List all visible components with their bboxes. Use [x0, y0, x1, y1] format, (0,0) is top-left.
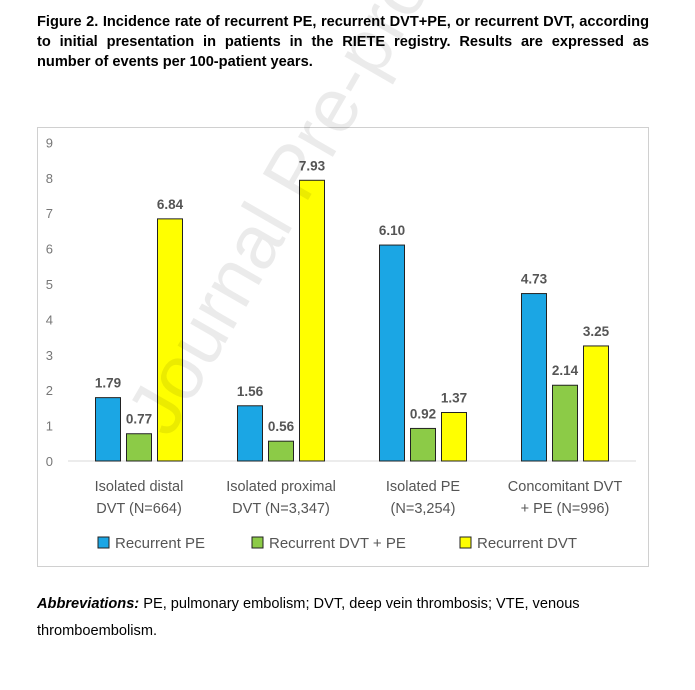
data-label: 1.37: [441, 391, 467, 406]
legend-label: Recurrent PE: [115, 535, 205, 552]
legend-swatch: [97, 536, 110, 549]
bar: [157, 218, 183, 462]
bar: [552, 384, 578, 462]
y-tick-label: 9: [46, 135, 53, 150]
y-tick-label: 5: [46, 277, 53, 292]
x-category-label: (N=3,254): [391, 501, 456, 517]
data-label: 1.79: [95, 376, 121, 391]
x-category-label: Isolated PE: [386, 479, 460, 495]
abbreviations-text: PE, pulmonary embolism; DVT, deep vein t…: [37, 596, 580, 639]
y-tick-label: 2: [46, 383, 53, 398]
bar: [583, 345, 609, 462]
legend-label: Recurrent DVT + PE: [269, 535, 406, 552]
y-tick-label: 8: [46, 171, 53, 186]
x-category-label: DVT (N=664): [96, 501, 182, 517]
legend-label: Recurrent DVT: [477, 535, 577, 552]
bar: [237, 405, 263, 462]
y-tick-label: 7: [46, 206, 53, 221]
data-label: 7.93: [299, 158, 326, 173]
bar: [521, 293, 547, 462]
bar: [379, 244, 405, 462]
data-label: 0.56: [268, 419, 295, 434]
y-tick-label: 6: [46, 242, 53, 257]
bar: [95, 397, 121, 462]
data-label: 0.77: [126, 412, 152, 427]
y-tick-label: 4: [46, 312, 53, 327]
x-category-label: Concomitant DVT: [508, 479, 623, 495]
bar: [268, 440, 294, 462]
data-label: 6.84: [157, 197, 184, 212]
data-label: 2.14: [552, 363, 579, 378]
x-category-label: Isolated distal: [95, 479, 184, 495]
abbreviations-note: Abbreviations: PE, pulmonary embolism; D…: [37, 591, 649, 645]
bar: [126, 433, 152, 462]
data-label: 6.10: [379, 223, 405, 238]
figure-caption: Figure 2. Incidence rate of recurrent PE…: [37, 14, 649, 70]
legend-swatch: [459, 536, 472, 549]
x-category-label: Isolated proximal: [226, 479, 336, 495]
bar: [441, 412, 467, 462]
legend-swatch: [251, 536, 264, 549]
y-tick-label: 1: [46, 419, 53, 434]
bar: [410, 427, 436, 462]
data-label: 1.56: [237, 384, 264, 399]
data-label: 0.92: [410, 406, 436, 421]
x-category-label: DVT (N=3,347): [232, 501, 330, 517]
data-label: 3.25: [583, 324, 610, 339]
y-tick-label: 3: [46, 348, 53, 363]
abbreviations-label: Abbreviations:: [37, 596, 140, 612]
bar: [299, 179, 325, 462]
data-label: 4.73: [521, 272, 548, 287]
x-category-label: + PE (N=996): [521, 501, 610, 517]
y-tick-label: 0: [46, 454, 53, 469]
chart-frame: [37, 127, 649, 567]
